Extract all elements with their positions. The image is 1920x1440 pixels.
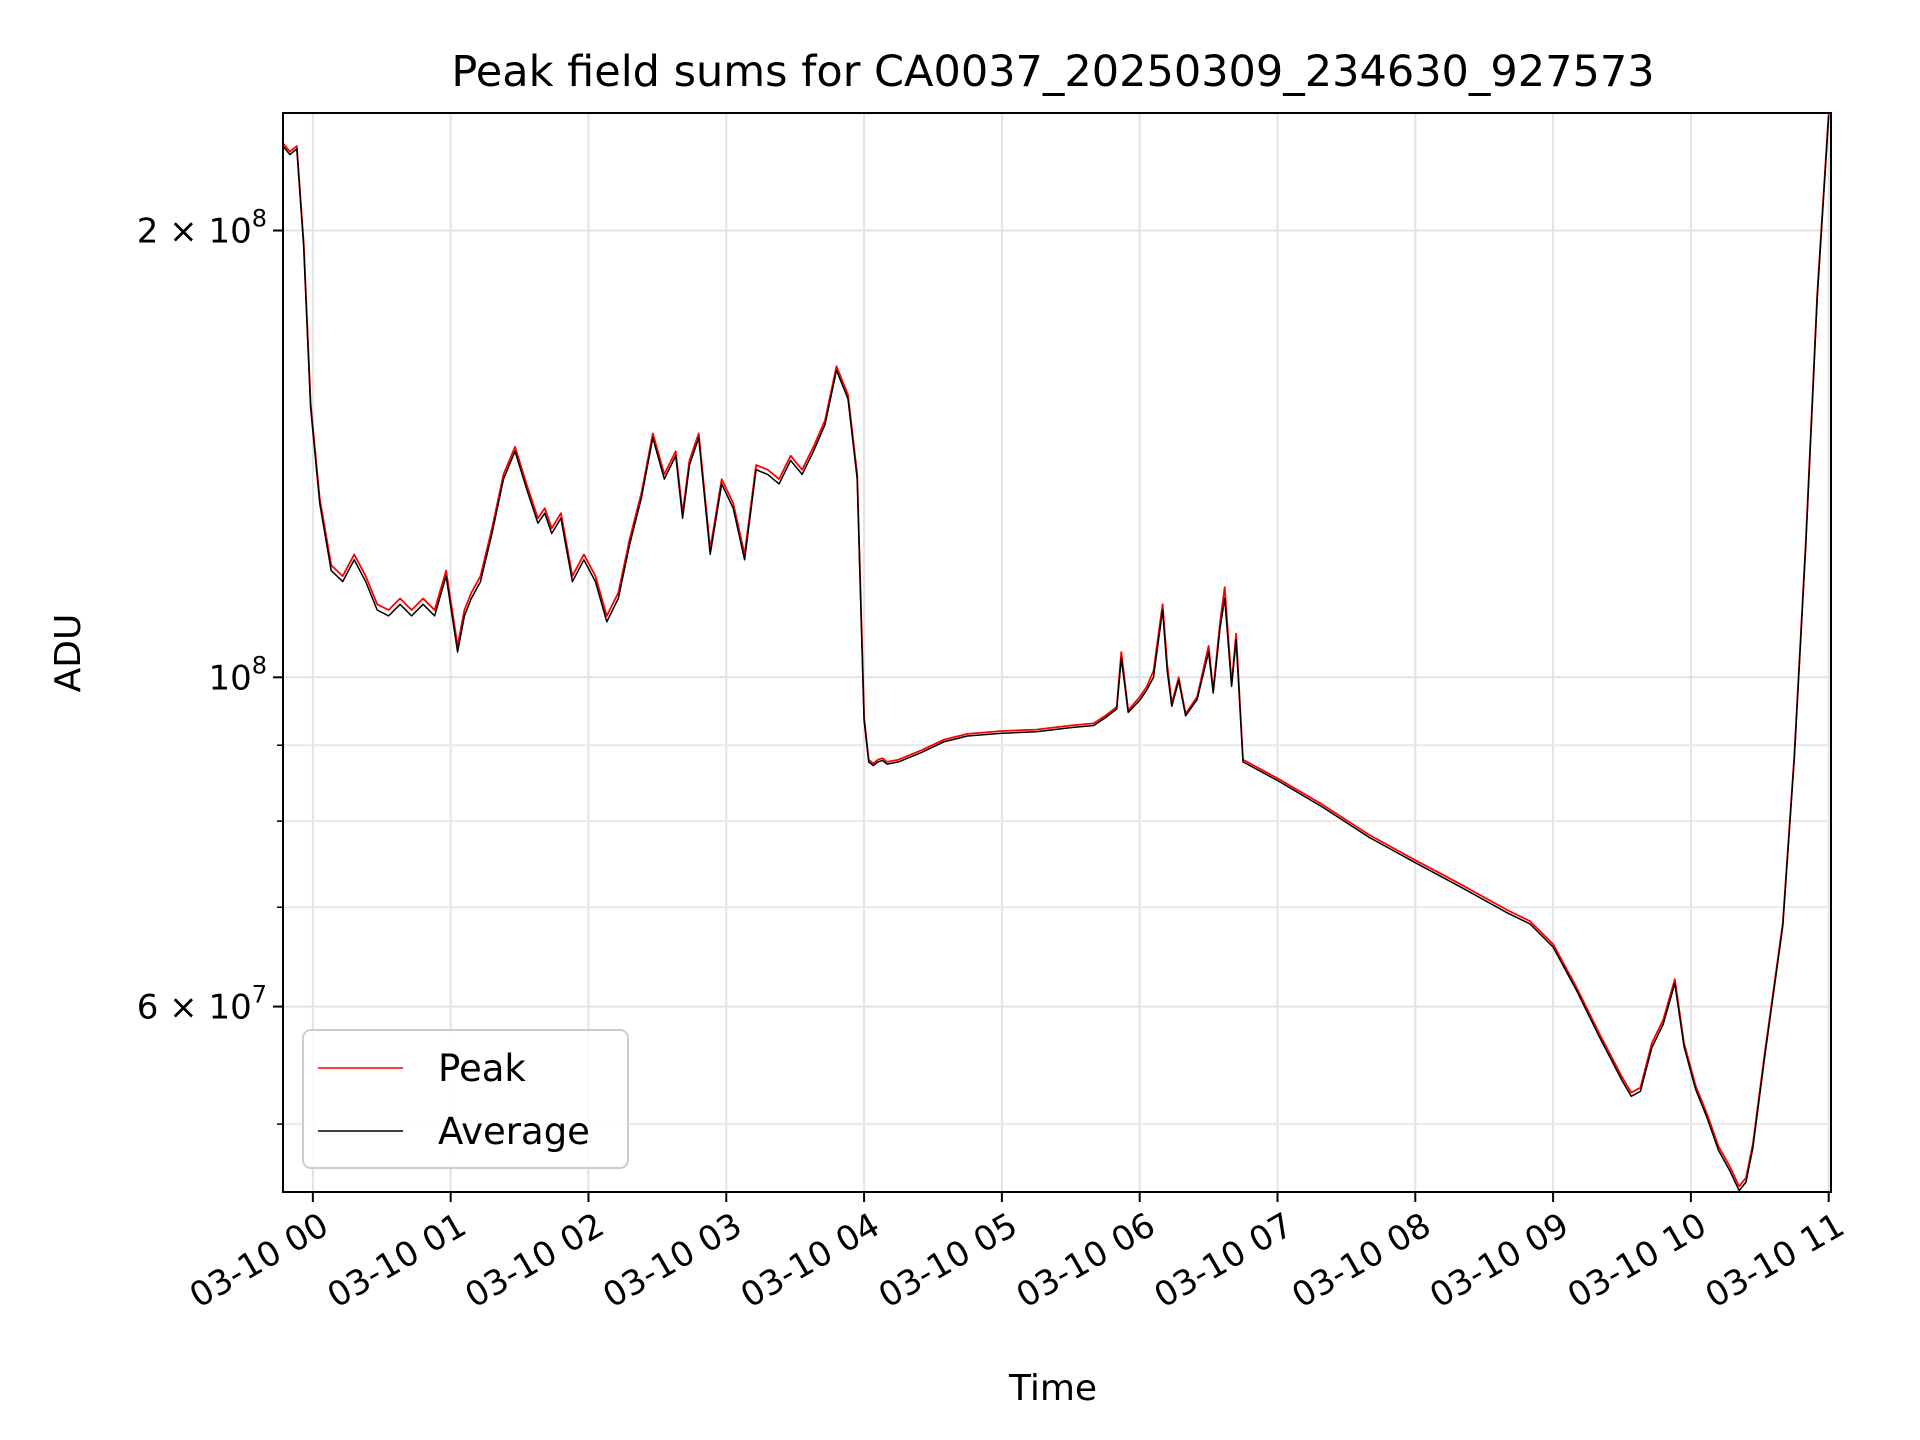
series-line-peak <box>283 113 1830 1188</box>
legend-label-average: Average <box>438 1110 590 1153</box>
legend: Peak Average <box>302 1029 629 1169</box>
y-axis-label: ADU <box>48 614 89 693</box>
y-tick-label: 6 × 107 <box>137 981 267 1028</box>
legend-box <box>302 1029 629 1169</box>
y-axis: 2 × 108 108 6 × 107 <box>137 205 283 1125</box>
grid <box>283 113 1831 1192</box>
series-line-average <box>283 115 1830 1192</box>
legend-label-peak: Peak <box>438 1047 526 1090</box>
plot-frame <box>282 112 1832 1193</box>
y-tick-label: 2 × 108 <box>137 205 267 252</box>
series-lines <box>283 113 1830 1192</box>
y-tick-label: 108 <box>208 651 267 698</box>
chart-title: Peak field sums for CA0037_20250309_2346… <box>451 47 1654 97</box>
x-axis-label: Time <box>1008 1368 1097 1409</box>
